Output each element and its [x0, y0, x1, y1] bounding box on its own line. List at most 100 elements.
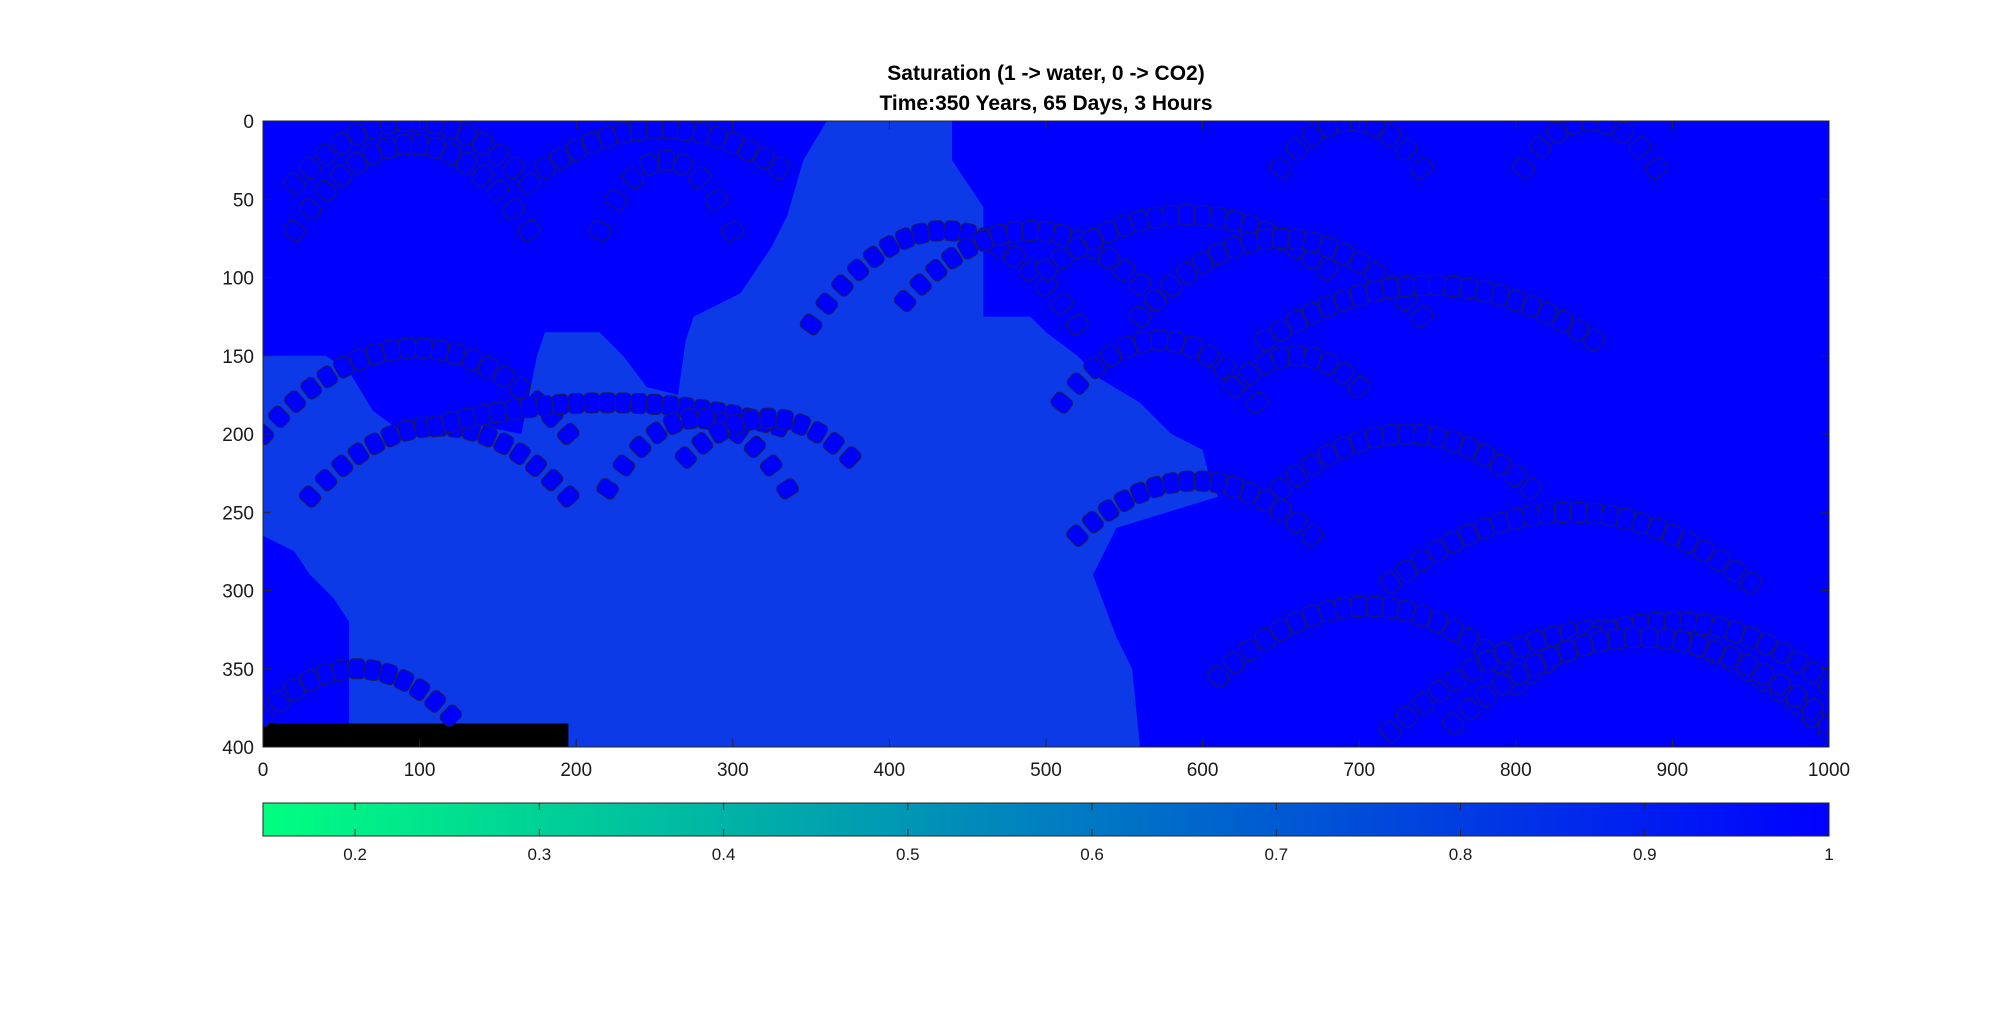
overlay-arc-cell: [424, 690, 447, 713]
overlay-arc-cell: [549, 146, 572, 170]
overlay-arc-cell: [1693, 539, 1715, 563]
overlay-arc-cell: [1181, 335, 1203, 359]
overlay-arc-cell: [1246, 391, 1269, 414]
overlay-arc-cell: [298, 485, 322, 508]
x-tick-label: 200: [560, 760, 592, 781]
overlay-arc-cell: [439, 704, 463, 727]
overlay-arc-cell: [314, 179, 337, 202]
overlay-arc-cell: [1178, 470, 1196, 492]
overlay-arc-cell: [347, 442, 370, 466]
x-tick-label: 300: [717, 760, 749, 781]
overlay-arc-cell: [1489, 453, 1511, 477]
overlay-arc-cell: [425, 136, 446, 160]
overlay-arc-cell: [1066, 236, 1088, 260]
overlay-arc-cell: [520, 396, 539, 419]
overlay-arc-cell: [1213, 356, 1236, 380]
overlay-arc-cell: [1348, 375, 1371, 399]
overlay-arc-cell: [674, 446, 697, 469]
x-tick-label: 100: [404, 760, 436, 781]
overlay-arc-cell: [1521, 295, 1542, 318]
overlay-arc-cell: [1350, 595, 1368, 617]
overlay-arc-cell: [806, 421, 828, 444]
overlay-arc-cell: [1720, 645, 1742, 669]
overlay-arc-cell: [893, 289, 917, 313]
injection-zone-block: [263, 723, 569, 747]
overlay-arc-cell: [567, 392, 585, 415]
x-tick-label: 900: [1657, 760, 1689, 781]
overlay-arc-cell: [1679, 611, 1697, 634]
overlay-arc-cell: [1491, 673, 1513, 696]
overlay-arc-cell: [1631, 511, 1651, 535]
overlay-arc-cell: [738, 138, 759, 162]
overlay-arc-cell: [1628, 136, 1652, 159]
overlay-arc-cell: [1272, 227, 1290, 249]
overlay-arc-cell: [1607, 628, 1626, 650]
overlay-arc-cell: [1193, 470, 1212, 492]
overlay-arc-cell: [1222, 651, 1245, 674]
overlay-arc-cell: [1316, 258, 1339, 281]
overlay-arc-cell: [722, 131, 743, 155]
overlay-arc: [263, 658, 463, 727]
overlay-arc-cell: [831, 274, 854, 297]
overlay-arc-cell: [1050, 391, 1073, 414]
overlay-arc-cell: [1428, 679, 1451, 703]
overlay-arc-cell: [657, 149, 675, 171]
overlay-arc-cell: [1379, 720, 1402, 743]
y-tick-label: 350: [222, 660, 254, 681]
overlay-arc-cell: [1286, 610, 1307, 634]
overlay-arc-cell: [1191, 251, 1214, 274]
overlay-arc-cell: [1098, 220, 1119, 244]
overlay-arc-cell: [672, 153, 694, 176]
overlay-arc-cell: [509, 442, 531, 466]
overlay-arc-cell: [1097, 246, 1120, 270]
overlay-arc-cell: [1285, 510, 1308, 534]
y-tick-label: 250: [222, 503, 254, 524]
overlay-arc-cell: [314, 143, 337, 166]
overlay-arc-cell: [1254, 627, 1276, 651]
overlay-arc-cell: [941, 246, 963, 270]
overlay-arc-cell: [776, 478, 799, 500]
overlay-arc-cell: [393, 669, 415, 692]
overlay-arc-cell: [430, 339, 450, 362]
overlay-arc-cell: [509, 376, 532, 400]
y-tick-label: 400: [222, 738, 254, 759]
overlay-arc-cell: [1333, 436, 1354, 459]
overlay-arc-cell: [1317, 444, 1339, 467]
overlay-arc-cell: [1411, 604, 1432, 627]
overlay-arc-cell: [1066, 372, 1090, 395]
overlay-arc-cell: [1612, 121, 1635, 145]
overlay-arc-cell: [502, 156, 525, 180]
x-tick-label: 500: [1030, 760, 1062, 781]
overlay-arc-cell: [1269, 156, 1293, 179]
overlay-arc-cell: [502, 198, 525, 221]
overlay-arc-cell: [1097, 499, 1120, 522]
overlay-arc-cell: [456, 123, 478, 146]
overlay-arc-cell: [493, 365, 515, 389]
overlay-arc-cell: [1444, 275, 1463, 298]
overlay-arc-cell: [629, 121, 648, 142]
overlay-arc-cell: [1818, 673, 1829, 696]
overlay-arc-cell: [639, 153, 661, 176]
colorbar-tick-label: 0.4: [712, 845, 736, 864]
overlay-arc-cell: [909, 273, 932, 296]
x-tick-label: 1000: [1808, 760, 1850, 781]
overlay-arc-cell: [378, 662, 399, 686]
overlay-arc-cell: [263, 704, 275, 727]
overlay-arc-cell: [707, 126, 727, 149]
overlay-arc-cell: [1222, 375, 1246, 399]
overlay-arc-cell: [1238, 362, 1261, 385]
overlay-arc-cell: [1035, 258, 1057, 281]
overlay-arc-cell: [769, 156, 791, 180]
overlay-arc: [1269, 121, 1434, 179]
overlay-arc-cell: [461, 348, 483, 371]
overlay-arc-cell: [1160, 274, 1183, 297]
overlay-arc-cell: [1538, 502, 1557, 525]
overlay-arc-cell: [1410, 157, 1434, 179]
y-axis: 0 50 100 150 200 250 300 350 400: [222, 112, 1829, 759]
overlay-arc: [674, 407, 862, 469]
overlay-arc-cell: [1254, 328, 1276, 352]
overlay-arc: [1512, 121, 1669, 179]
overlay-arc-cell: [973, 229, 994, 252]
overlay-arc-cell: [1224, 475, 1244, 499]
overlay-arc-cell: [1526, 629, 1547, 653]
